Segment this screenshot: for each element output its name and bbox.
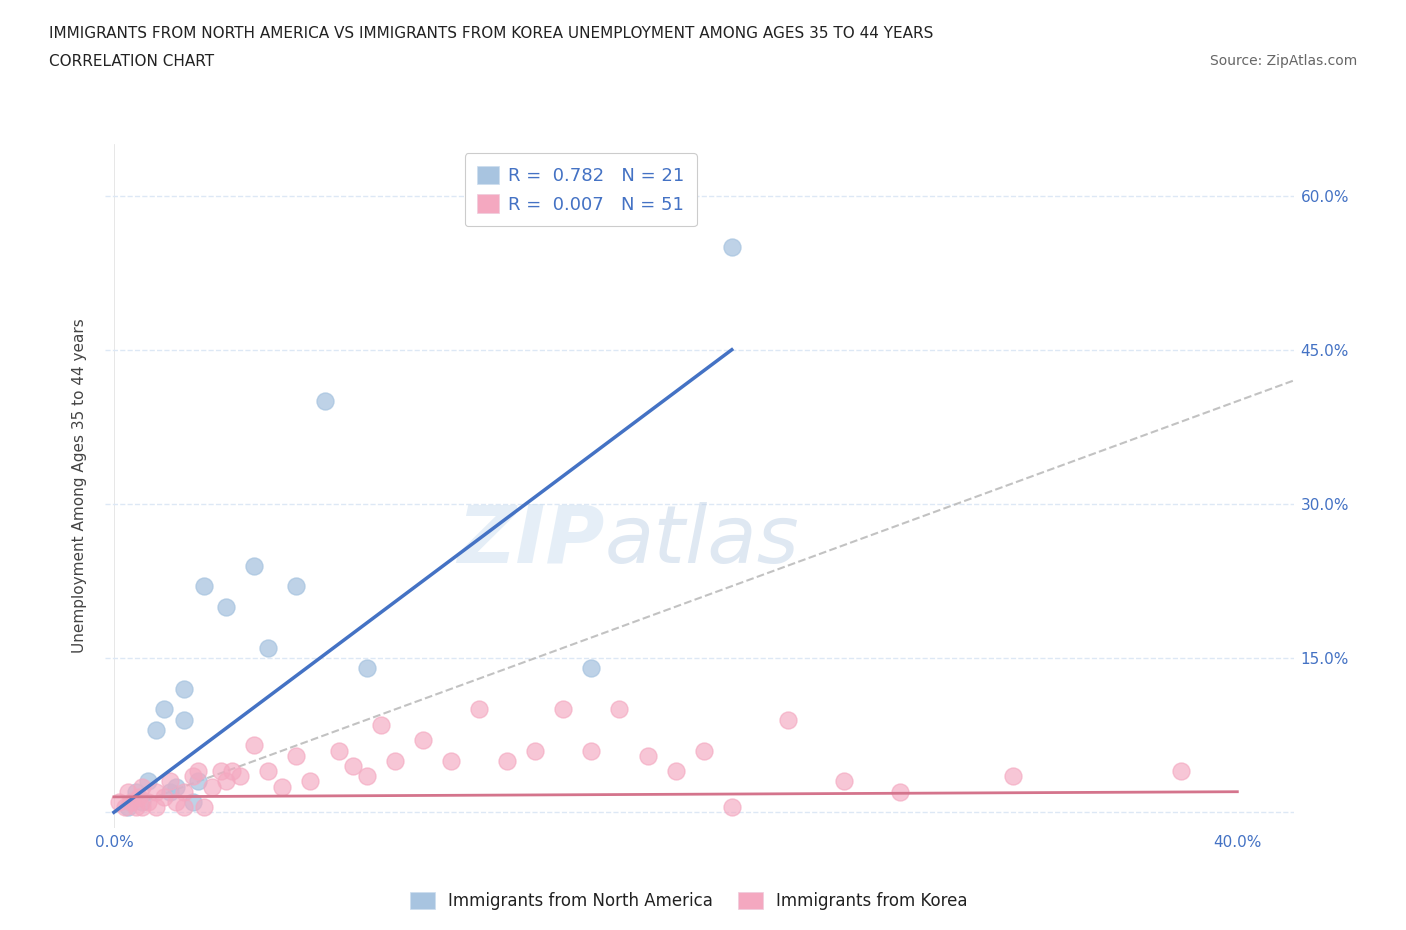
Point [131,794,153,809]
Point [193,578,215,593]
Point [159,774,181,789]
Point [412,733,434,748]
Point [165,779,187,794]
Point [496,753,519,768]
Point [117,800,139,815]
Point [1170,764,1192,778]
Point [120,794,142,809]
Point [609,702,631,717]
Y-axis label: Unemployment Among Ages 35 to 44 years: Unemployment Among Ages 35 to 44 years [72,319,87,653]
Point [581,661,603,676]
Point [187,764,209,778]
Point [173,682,195,697]
Point [145,723,167,737]
Point [125,800,148,815]
Point [581,743,603,758]
Point [776,712,799,727]
Point [136,774,159,789]
Point [193,800,215,815]
Point [153,702,176,717]
Point [159,784,181,799]
Point [173,712,195,727]
Text: atlas: atlas [605,501,799,579]
Point [384,753,406,768]
Point [257,764,280,778]
Point [108,794,131,809]
Point [117,784,139,799]
Point [299,774,322,789]
Point [889,784,911,799]
Point [720,240,742,255]
Text: ZIP: ZIP [457,501,605,579]
Point [229,769,252,784]
Point [692,743,714,758]
Point [145,800,167,815]
Point [257,641,280,656]
Point [131,800,153,815]
Point [128,790,150,804]
Point [181,769,204,784]
Point [665,764,688,778]
Point [243,738,266,753]
Point [243,558,266,573]
Point [285,749,308,764]
Point [468,702,491,717]
Point [215,599,238,614]
Point [553,702,575,717]
Point [720,800,742,815]
Point [356,661,378,676]
Point [209,764,232,778]
Text: CORRELATION CHART: CORRELATION CHART [49,54,214,69]
Point [328,743,350,758]
Point [187,774,209,789]
Point [136,794,159,809]
Point [637,749,659,764]
Point [524,743,547,758]
Point [165,794,187,809]
Point [356,769,378,784]
Legend: Immigrants from North America, Immigrants from Korea: Immigrants from North America, Immigrant… [404,885,974,917]
Point [173,800,195,815]
Point [440,753,463,768]
Point [370,717,392,732]
Point [125,784,148,799]
Point [832,774,855,789]
Point [285,578,308,593]
Point [221,764,243,778]
Point [145,784,167,799]
Point [314,393,336,408]
Point [201,779,224,794]
Point [271,779,294,794]
Point [342,759,364,774]
Point [181,794,204,809]
Legend: R =  0.782   N = 21, R =  0.007   N = 51: R = 0.782 N = 21, R = 0.007 N = 51 [464,153,697,226]
Point [131,779,153,794]
Text: IMMIGRANTS FROM NORTH AMERICA VS IMMIGRANTS FROM KOREA UNEMPLOYMENT AMONG AGES 3: IMMIGRANTS FROM NORTH AMERICA VS IMMIGRA… [49,26,934,41]
Text: Source: ZipAtlas.com: Source: ZipAtlas.com [1209,54,1357,68]
Point [173,784,195,799]
Point [114,800,136,815]
Point [1001,769,1024,784]
Point [215,774,238,789]
Point [153,790,176,804]
